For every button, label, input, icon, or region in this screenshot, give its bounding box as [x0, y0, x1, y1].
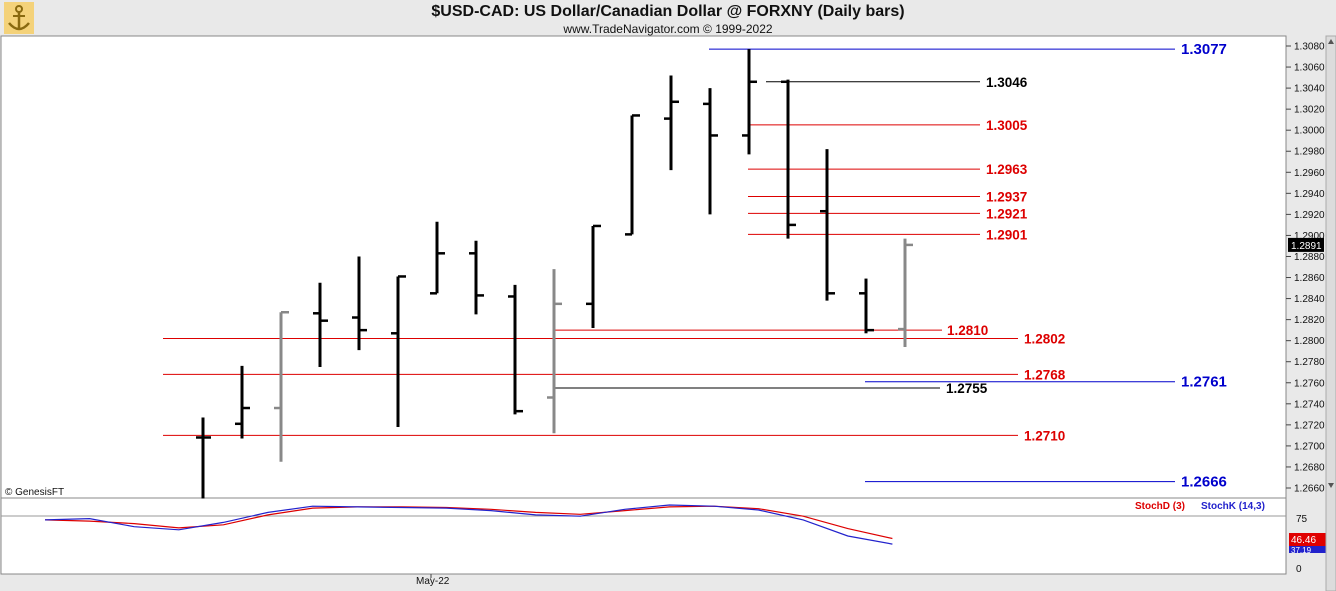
scroll-up-icon[interactable]: [1328, 39, 1334, 44]
y-tick-label: 1.2880: [1294, 252, 1325, 263]
stoch-tick-0: 0: [1296, 564, 1302, 575]
level-label: 1.2810: [947, 323, 988, 338]
watermark: © GenesisFT: [5, 487, 64, 498]
ohlc-bar: [469, 240, 484, 315]
level-label: 1.3005: [986, 118, 1028, 133]
ohlc-bar: [820, 149, 835, 301]
ohlc-bar: [391, 275, 406, 427]
stoch-k-value-box: [1289, 546, 1330, 553]
level-label: 1.3046: [986, 75, 1028, 90]
last-price-label: 1.2891: [1291, 241, 1322, 252]
stoch-k-legend: StochK (14,3): [1201, 501, 1265, 512]
ohlc-bar: [742, 49, 757, 155]
x-axis-label: May-22: [416, 576, 450, 587]
y-tick-label: 1.2760: [1294, 378, 1325, 389]
y-tick-label: 1.2680: [1294, 462, 1325, 473]
ohlc-bar: [898, 238, 913, 347]
level-label: 1.2937: [986, 189, 1027, 204]
y-tick-label: 1.2740: [1294, 399, 1325, 410]
ohlc-bar: [703, 88, 718, 215]
y-tick-label: 1.2780: [1294, 357, 1325, 368]
level-label: 1.3077: [1181, 41, 1227, 58]
stoch-series-line: [44, 504, 893, 545]
y-tick-label: 1.2720: [1294, 420, 1325, 431]
y-tick-label: 1.3020: [1294, 105, 1325, 116]
level-label: 1.2666: [1181, 474, 1227, 491]
y-tick-label: 1.2840: [1294, 294, 1325, 305]
stoch-series-line: [44, 505, 893, 540]
level-label: 1.2901: [986, 227, 1028, 242]
scroll-down-icon[interactable]: [1328, 483, 1334, 488]
y-tick-label: 1.2920: [1294, 210, 1325, 221]
y-tick-label: 1.2900: [1294, 231, 1325, 242]
stochastic-panel: [0, 497, 1287, 575]
level-label: 1.2802: [1024, 332, 1065, 347]
ohlc-bar: [859, 278, 874, 334]
ohlc-bar: [625, 114, 640, 236]
stoch-tick-75: 75: [1296, 514, 1308, 525]
ohlc-bar: [235, 365, 250, 439]
ohlc-bar: [196, 417, 211, 499]
last-price-box: [1288, 237, 1324, 252]
y-tick-label: 1.2700: [1294, 441, 1325, 452]
stoch-d-value: 46.46: [1291, 535, 1316, 546]
stoch-d-value-box: [1289, 533, 1330, 546]
y-tick-label: 1.2820: [1294, 315, 1325, 326]
y-tick-label: 1.2960: [1294, 168, 1325, 179]
price-panel: [0, 35, 1287, 499]
y-tick-label: 1.3000: [1294, 126, 1325, 137]
ohlc-bar: [274, 311, 289, 462]
chart-title: $USD-CAD: US Dollar/Canadian Dollar @ FO…: [431, 3, 905, 20]
level-label: 1.2710: [1024, 428, 1065, 443]
ohlc-bar: [547, 269, 562, 434]
chart-subtitle: www.TradeNavigator.com © 1999-2022: [563, 22, 773, 36]
y-tick-label: 1.3060: [1294, 63, 1325, 74]
stoch-d-legend: StochD (3): [1135, 501, 1185, 512]
ohlc-bar: [781, 79, 796, 239]
stoch-k-value: 37.19: [1291, 546, 1312, 555]
y-tick-label: 1.2860: [1294, 273, 1325, 284]
ohlc-bar: [586, 224, 601, 329]
y-tick-label: 1.2800: [1294, 336, 1325, 347]
anchor-logo-icon: [4, 2, 34, 34]
level-label: 1.2921: [986, 206, 1028, 221]
ohlc-bar: [664, 75, 679, 171]
ohlc-bar: [313, 282, 328, 367]
ohlc-bar: [430, 221, 445, 295]
y-tick-label: 1.2660: [1294, 484, 1325, 495]
ohlc-bar: [508, 284, 523, 415]
ohlc-bar: [352, 256, 367, 351]
y-tick-label: 1.2980: [1294, 147, 1325, 158]
y-tick-label: 1.3080: [1294, 42, 1325, 53]
level-label: 1.2768: [1024, 367, 1066, 382]
level-label: 1.2761: [1181, 374, 1227, 391]
level-label: 1.2963: [986, 162, 1028, 177]
y-tick-label: 1.3040: [1294, 84, 1325, 95]
chart-header: $USD-CAD: US Dollar/Canadian Dollar @ FO…: [0, 0, 1336, 38]
y-tick-label: 1.2940: [1294, 189, 1325, 200]
level-label: 1.2755: [946, 381, 988, 396]
scrollbar[interactable]: [1325, 35, 1336, 591]
